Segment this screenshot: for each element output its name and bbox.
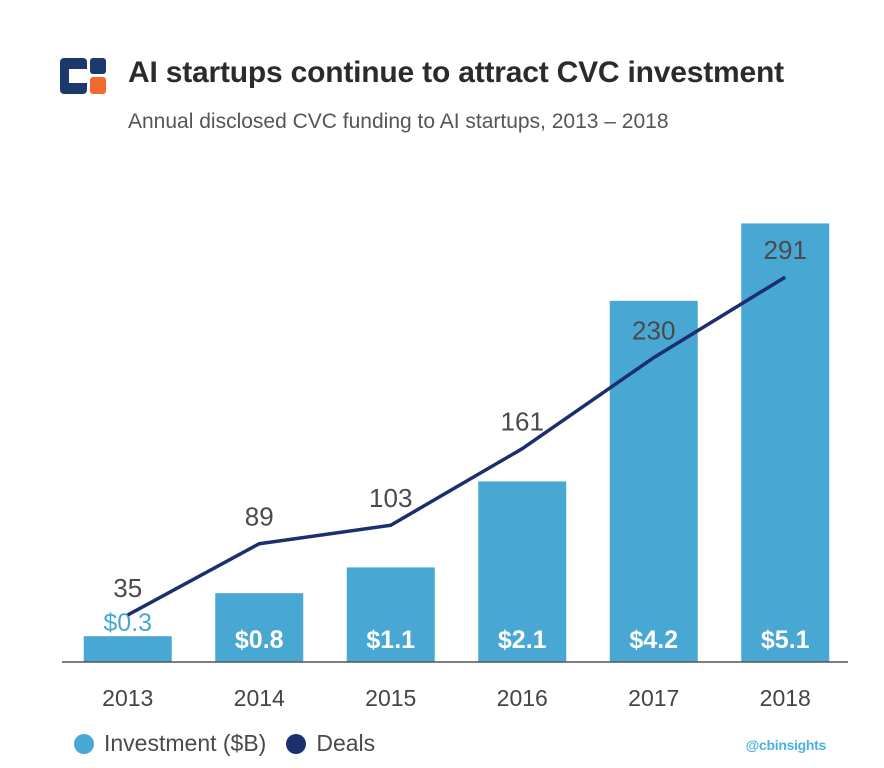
bar-2018: [741, 223, 830, 662]
chart-legend: Investment ($B) Deals: [74, 730, 395, 757]
watermark: @cbinsights: [745, 737, 827, 753]
deals-value-label-2016: 161: [501, 407, 544, 437]
x-tick-label-2014: 2014: [234, 685, 285, 711]
x-tick-label-2018: 2018: [760, 685, 811, 711]
legend-label-investment: Investment ($B): [104, 730, 267, 756]
deals-value-label-2017: 230: [632, 316, 675, 346]
bar-value-label-2015: $1.1: [366, 626, 415, 654]
x-tick-label-2015: 2015: [365, 685, 416, 711]
bar-value-label-2018: $5.1: [761, 626, 810, 654]
legend-item-deals: Deals: [286, 730, 375, 757]
deals-value-label-2018: 291: [764, 235, 807, 265]
bar-2017: [609, 300, 698, 662]
bar-value-label-2014: $0.8: [235, 626, 284, 654]
deals-value-label-2014: 89: [245, 502, 274, 532]
legend-label-deals: Deals: [316, 730, 376, 756]
legend-swatch-investment: [74, 733, 94, 754]
bar-2015: [346, 567, 435, 662]
bar-2014: [215, 593, 304, 662]
x-tick-label-2013: 2013: [102, 685, 153, 711]
chart-title: AI startups continue to attract CVC inve…: [128, 56, 784, 89]
bar-2013: [83, 636, 172, 662]
bar-value-label-2016: $2.1: [498, 626, 547, 654]
deals-value-label-2015: 103: [369, 483, 412, 513]
deals-value-label-2013: 35: [113, 573, 142, 603]
chart-subtitle: Annual disclosed CVC funding to AI start…: [128, 110, 669, 133]
cb-insights-logo-icon: [60, 58, 106, 94]
x-tick-label-2017: 2017: [628, 685, 679, 711]
bar-2016: [478, 481, 567, 662]
x-tick-label-2016: 2016: [497, 685, 548, 711]
deals-line: [126, 275, 787, 617]
bar-value-label-2017: $4.2: [629, 626, 678, 654]
legend-item-investment: Investment ($B): [74, 730, 266, 757]
legend-swatch-deals: [286, 733, 307, 754]
